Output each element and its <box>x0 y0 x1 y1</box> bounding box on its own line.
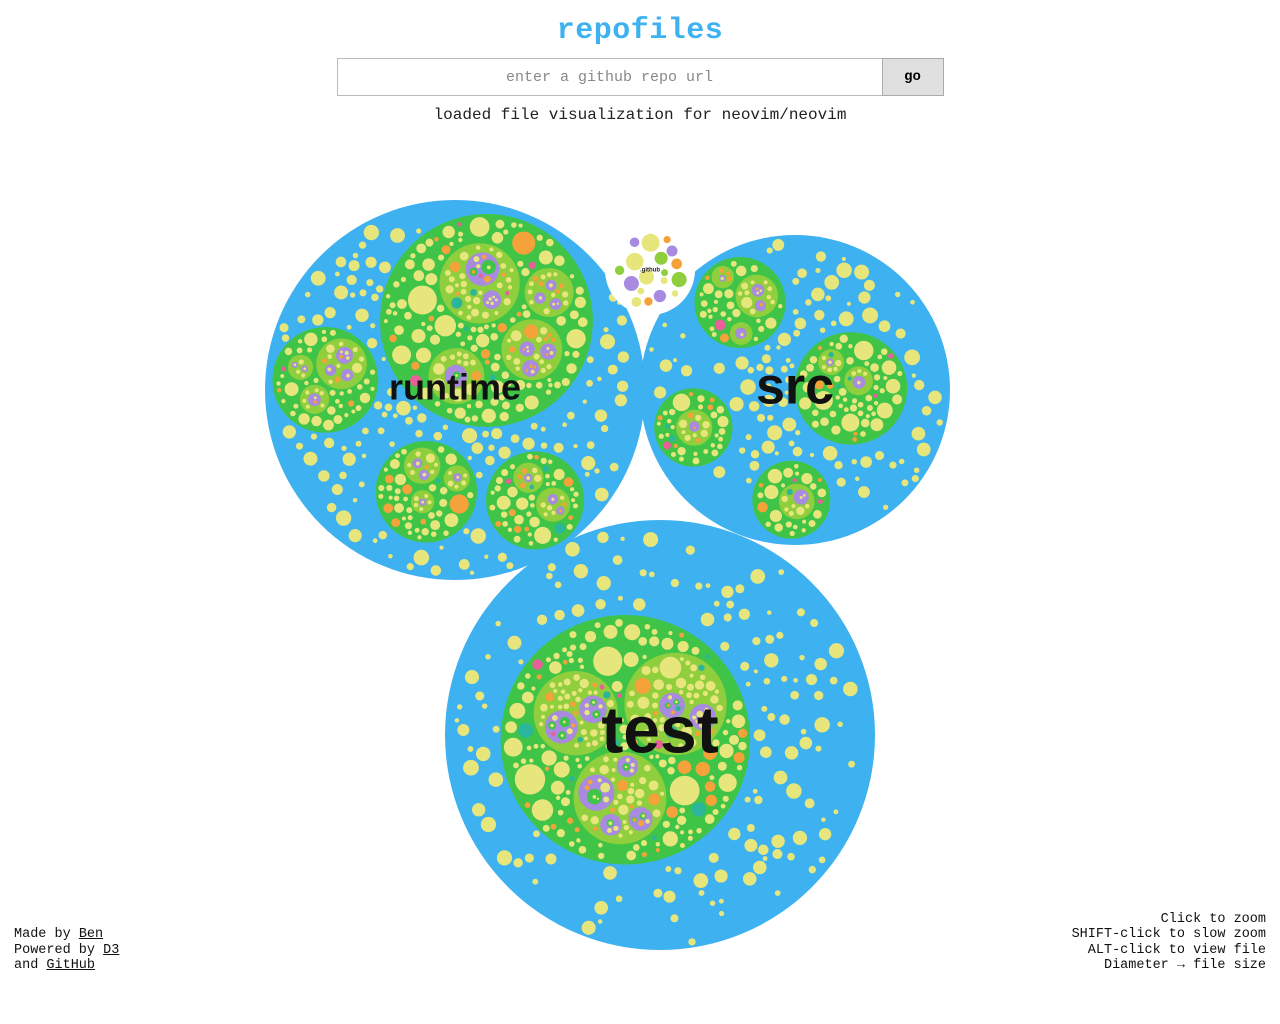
svg-text:.github: .github <box>640 268 660 274</box>
repo-url-input[interactable] <box>337 58 883 96</box>
footer-hints: Click to zoom SHIFT-click to slow zoom A… <box>1072 912 1266 974</box>
svg-text:test: test <box>601 692 718 766</box>
circle-pack-visualization[interactable]: .github runtime src test <box>230 150 1050 970</box>
svg-text:runtime: runtime <box>389 367 521 408</box>
go-button[interactable]: go <box>882 58 944 96</box>
credit-d3-link[interactable]: D3 <box>103 943 119 958</box>
footer-credits: Made by Ben Powered by D3 and GitHub <box>14 927 119 974</box>
status-text: loaded file visualization for neovim/neo… <box>0 106 1280 124</box>
credit-github-link[interactable]: GitHub <box>46 958 95 973</box>
svg-text:src: src <box>756 358 834 416</box>
page-title: repofiles <box>0 14 1280 48</box>
credit-ben-link[interactable]: Ben <box>79 927 103 942</box>
